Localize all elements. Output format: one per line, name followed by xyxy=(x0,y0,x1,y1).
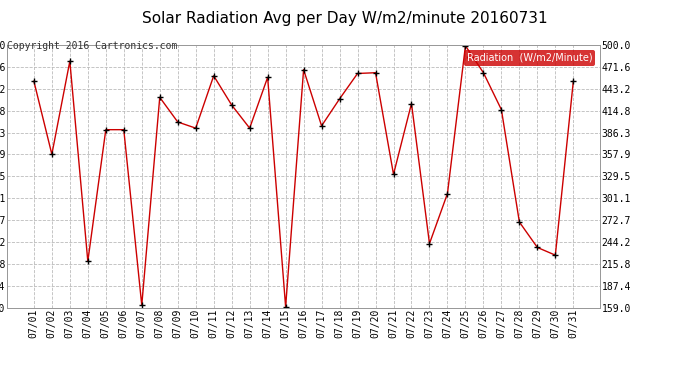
Text: Solar Radiation Avg per Day W/m2/minute 20160731: Solar Radiation Avg per Day W/m2/minute … xyxy=(142,11,548,26)
Text: Copyright 2016 Cartronics.com: Copyright 2016 Cartronics.com xyxy=(7,41,177,51)
Legend: Radiation  (W/m2/Minute): Radiation (W/m2/Minute) xyxy=(464,50,595,66)
